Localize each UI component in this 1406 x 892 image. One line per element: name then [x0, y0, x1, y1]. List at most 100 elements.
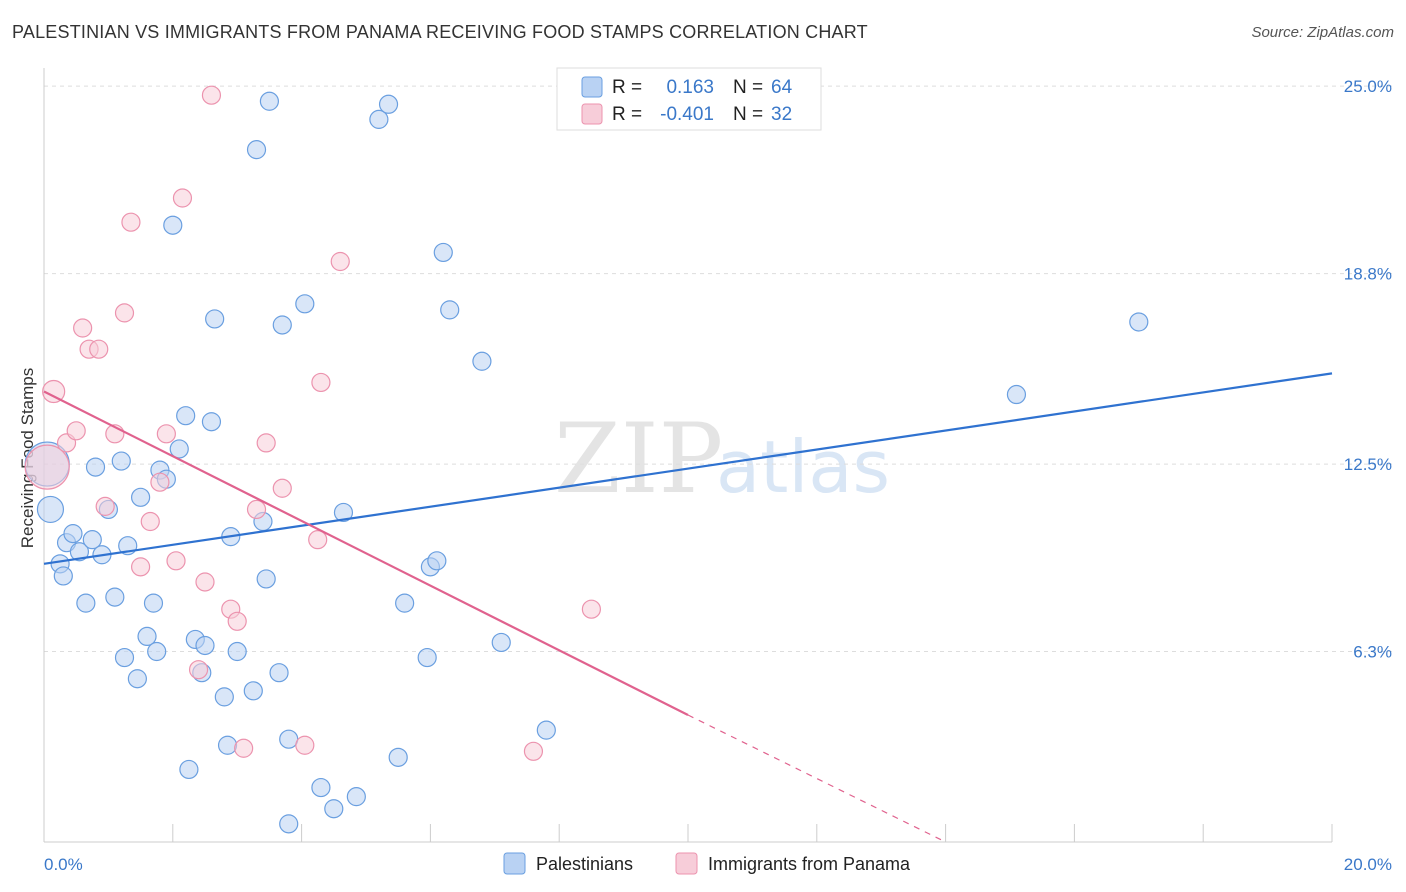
legend-n-value-1: 64: [771, 77, 793, 98]
legend-r-value-2: -0.401: [660, 104, 714, 125]
point-palestinians: [346, 787, 366, 807]
point-palestinians: [440, 300, 460, 320]
point-palestinians: [427, 551, 447, 571]
point-panama: [156, 424, 176, 444]
point-panama: [66, 421, 86, 441]
series-legend: Palestinians Immigrants from Panama: [503, 852, 911, 875]
point-panama: [73, 318, 93, 338]
point-palestinians: [259, 91, 279, 111]
legend-swatch-palestinians: [581, 76, 603, 98]
point-palestinians: [76, 593, 96, 613]
point-panama: [581, 599, 602, 619]
point-palestinians: [147, 641, 167, 662]
point-palestinians: [311, 777, 331, 798]
point-panama: [172, 188, 193, 208]
point-panama: [24, 444, 70, 490]
point-panama: [188, 660, 209, 680]
point-panama: [246, 499, 267, 520]
gridlines: [44, 85, 1392, 653]
legend-r-label-1: R =: [612, 77, 642, 98]
data-points: [24, 85, 1149, 834]
point-panama: [42, 379, 66, 404]
legend-r-label-2: R =: [612, 104, 642, 125]
point-palestinians: [195, 635, 215, 656]
point-palestinians: [143, 593, 164, 613]
legend-r-value-1: 0.163: [666, 77, 714, 98]
point-panama: [195, 572, 215, 592]
y-tick-label: 18.8%: [1344, 265, 1392, 284]
point-panama: [201, 85, 222, 105]
point-palestinians: [53, 566, 73, 586]
point-palestinians: [85, 457, 106, 477]
point-panama: [140, 511, 160, 532]
chart-title: PALESTINIAN VS IMMIGRANTS FROM PANAMA RE…: [12, 22, 868, 42]
trend-line-panama: [43, 390, 689, 716]
point-palestinians: [169, 439, 189, 459]
point-palestinians: [324, 799, 344, 819]
y-tick-label: 6.3%: [1353, 643, 1392, 662]
point-panama: [295, 735, 315, 755]
point-panama: [227, 611, 247, 631]
point-panama: [523, 741, 544, 761]
point-palestinians: [295, 294, 315, 314]
legend-n-value-2: 32: [771, 104, 792, 125]
bottom-legend-swatch-panama: [675, 852, 698, 875]
source-label: Source: ZipAtlas.com: [1251, 24, 1394, 41]
point-palestinians: [131, 487, 151, 507]
legend-n-label-2: N =: [733, 104, 763, 125]
point-panama: [114, 303, 135, 323]
bottom-legend-label-palestinians: Palestinians: [536, 854, 633, 874]
point-palestinians: [114, 647, 135, 668]
point-panama: [330, 251, 350, 272]
point-panama: [166, 551, 186, 571]
point-palestinians: [369, 109, 389, 129]
stats-legend: R = 0.163 N = 64 R = -0.401 N = 32: [556, 67, 822, 131]
point-palestinians: [395, 593, 415, 613]
bottom-legend-label-panama: Immigrants from Panama: [708, 854, 911, 874]
watermark-atlas: atlas: [716, 425, 890, 509]
y-tick-label: 25.0%: [1344, 77, 1392, 96]
y-tick-labels: 6.3% 12.5% 18.8% 25.0%: [1344, 77, 1392, 661]
point-palestinians: [163, 215, 183, 235]
point-panama: [131, 557, 151, 577]
point-palestinians: [378, 94, 399, 114]
point-palestinians: [279, 814, 299, 834]
point-panama: [95, 496, 115, 516]
point-palestinians: [69, 542, 90, 562]
point-palestinians: [256, 569, 276, 589]
point-panama: [311, 372, 331, 393]
point-panama: [308, 530, 328, 550]
point-palestinians: [333, 502, 354, 523]
point-palestinians: [176, 406, 196, 426]
x-tick-label-max: 20.0%: [1344, 855, 1392, 874]
point-palestinians: [472, 351, 492, 371]
trend-line-palestinians: [43, 372, 1333, 565]
y-tick-label: 12.5%: [1344, 455, 1392, 474]
point-palestinians: [217, 735, 238, 755]
point-palestinians: [179, 759, 199, 780]
point-palestinians: [105, 587, 125, 607]
point-palestinians: [82, 530, 102, 550]
point-palestinians: [201, 412, 222, 432]
point-palestinians: [433, 242, 453, 263]
point-palestinians: [246, 140, 267, 160]
point-panama: [89, 339, 109, 359]
point-palestinians: [205, 309, 225, 329]
legend-n-label-1: N =: [733, 77, 763, 98]
point-panama: [234, 738, 254, 758]
point-panama: [150, 472, 170, 492]
point-panama: [272, 478, 292, 498]
legend-swatch-panama: [581, 103, 603, 125]
point-palestinians: [279, 729, 299, 749]
x-tick-label-min: 0.0%: [44, 855, 83, 874]
point-palestinians: [36, 495, 65, 524]
point-palestinians: [1006, 384, 1027, 405]
point-panama: [121, 212, 141, 232]
point-palestinians: [227, 641, 247, 662]
point-palestinians: [417, 647, 437, 668]
point-panama: [256, 433, 276, 453]
point-palestinians: [111, 451, 131, 471]
trend-lines: [43, 372, 1333, 843]
point-palestinians: [127, 669, 147, 689]
